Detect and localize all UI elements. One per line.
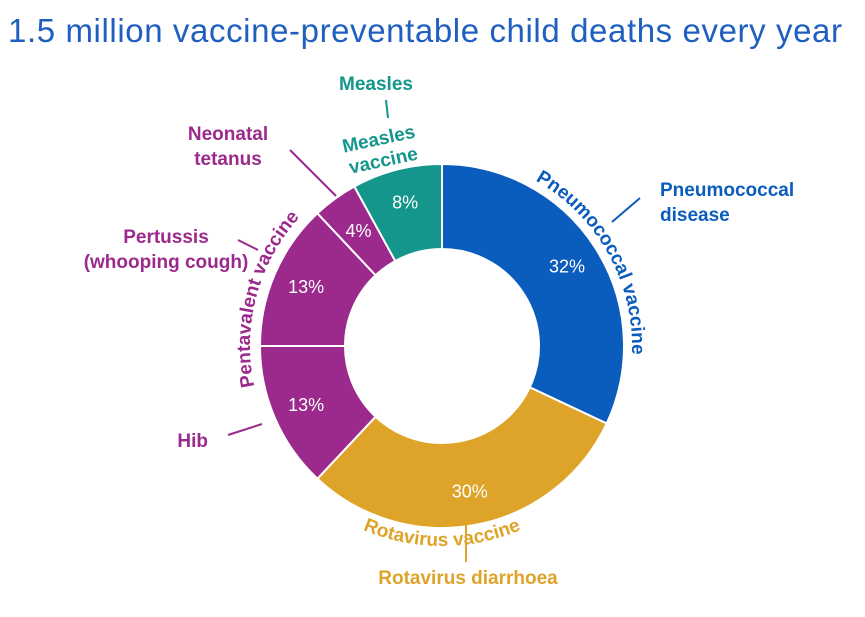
pct-tetanus: 4%	[346, 221, 372, 241]
chart-title: 1.5 million vaccine-preventable child de…	[8, 12, 843, 49]
leader-line-measles	[385, 99, 389, 119]
pct-pneumococcal: 32%	[549, 257, 585, 277]
outer-label-measles: Measles	[339, 74, 413, 95]
outer-label-rotavirus: Rotavirus diarrhoea	[378, 568, 558, 589]
outer-label-tetanus: Neonatal tetanus	[188, 124, 268, 170]
leader-line-pneumococcal	[611, 197, 641, 223]
pct-hib: 13%	[288, 395, 324, 415]
leader-line-hib	[227, 423, 263, 436]
outer-labels: Pneumococcal disease Rotavirus diarrhoea Hi…	[84, 74, 794, 589]
outer-label-hib: Hib	[177, 431, 208, 452]
slice-rotavirus	[315, 385, 609, 529]
leader-line-pertussis	[237, 239, 259, 251]
slice-measles	[352, 162, 443, 263]
slice-pneumococcal	[441, 162, 625, 425]
pct-pertussis: 13%	[288, 277, 324, 297]
pct-measles: 8%	[392, 193, 418, 213]
outer-label-pneumococcal: Pneumococcal disease	[660, 180, 794, 226]
leader-lines	[227, 99, 641, 562]
pct-rotavirus: 30%	[452, 481, 488, 501]
percent-labels: 32% 30% 13% 13% 4% 8%	[288, 193, 585, 502]
slices-group	[258, 162, 625, 529]
outer-label-pertussis: Pertussis (whooping cough)	[84, 227, 249, 273]
leader-line-tetanus	[289, 149, 337, 197]
